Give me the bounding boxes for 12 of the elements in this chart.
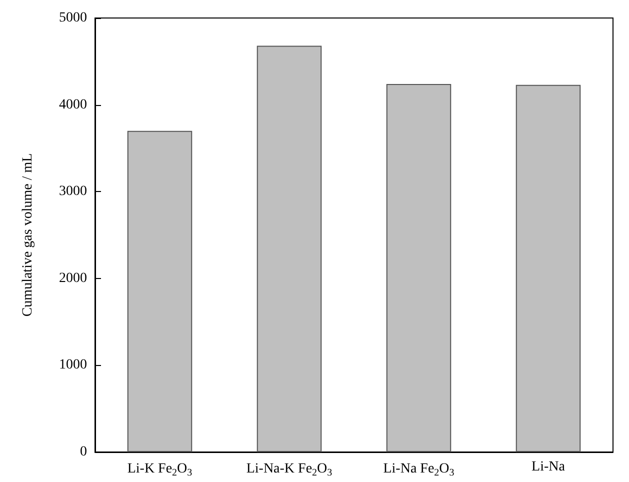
y-tick-label: 0 (80, 444, 87, 460)
bar (127, 130, 192, 452)
x-tick-label: Li-Na (532, 460, 566, 474)
y-tick-label: 2000 (59, 270, 87, 286)
y-tick-label: 3000 (59, 184, 87, 200)
y-axis-title: Cumulative gas volume / mL (20, 153, 36, 317)
y-tick-label: 4000 (59, 97, 87, 112)
bar (256, 46, 322, 452)
bar (516, 84, 581, 452)
y-tick-label: 1000 (59, 358, 87, 373)
bar (386, 84, 452, 452)
y-tick-label: 5000 (59, 10, 87, 26)
